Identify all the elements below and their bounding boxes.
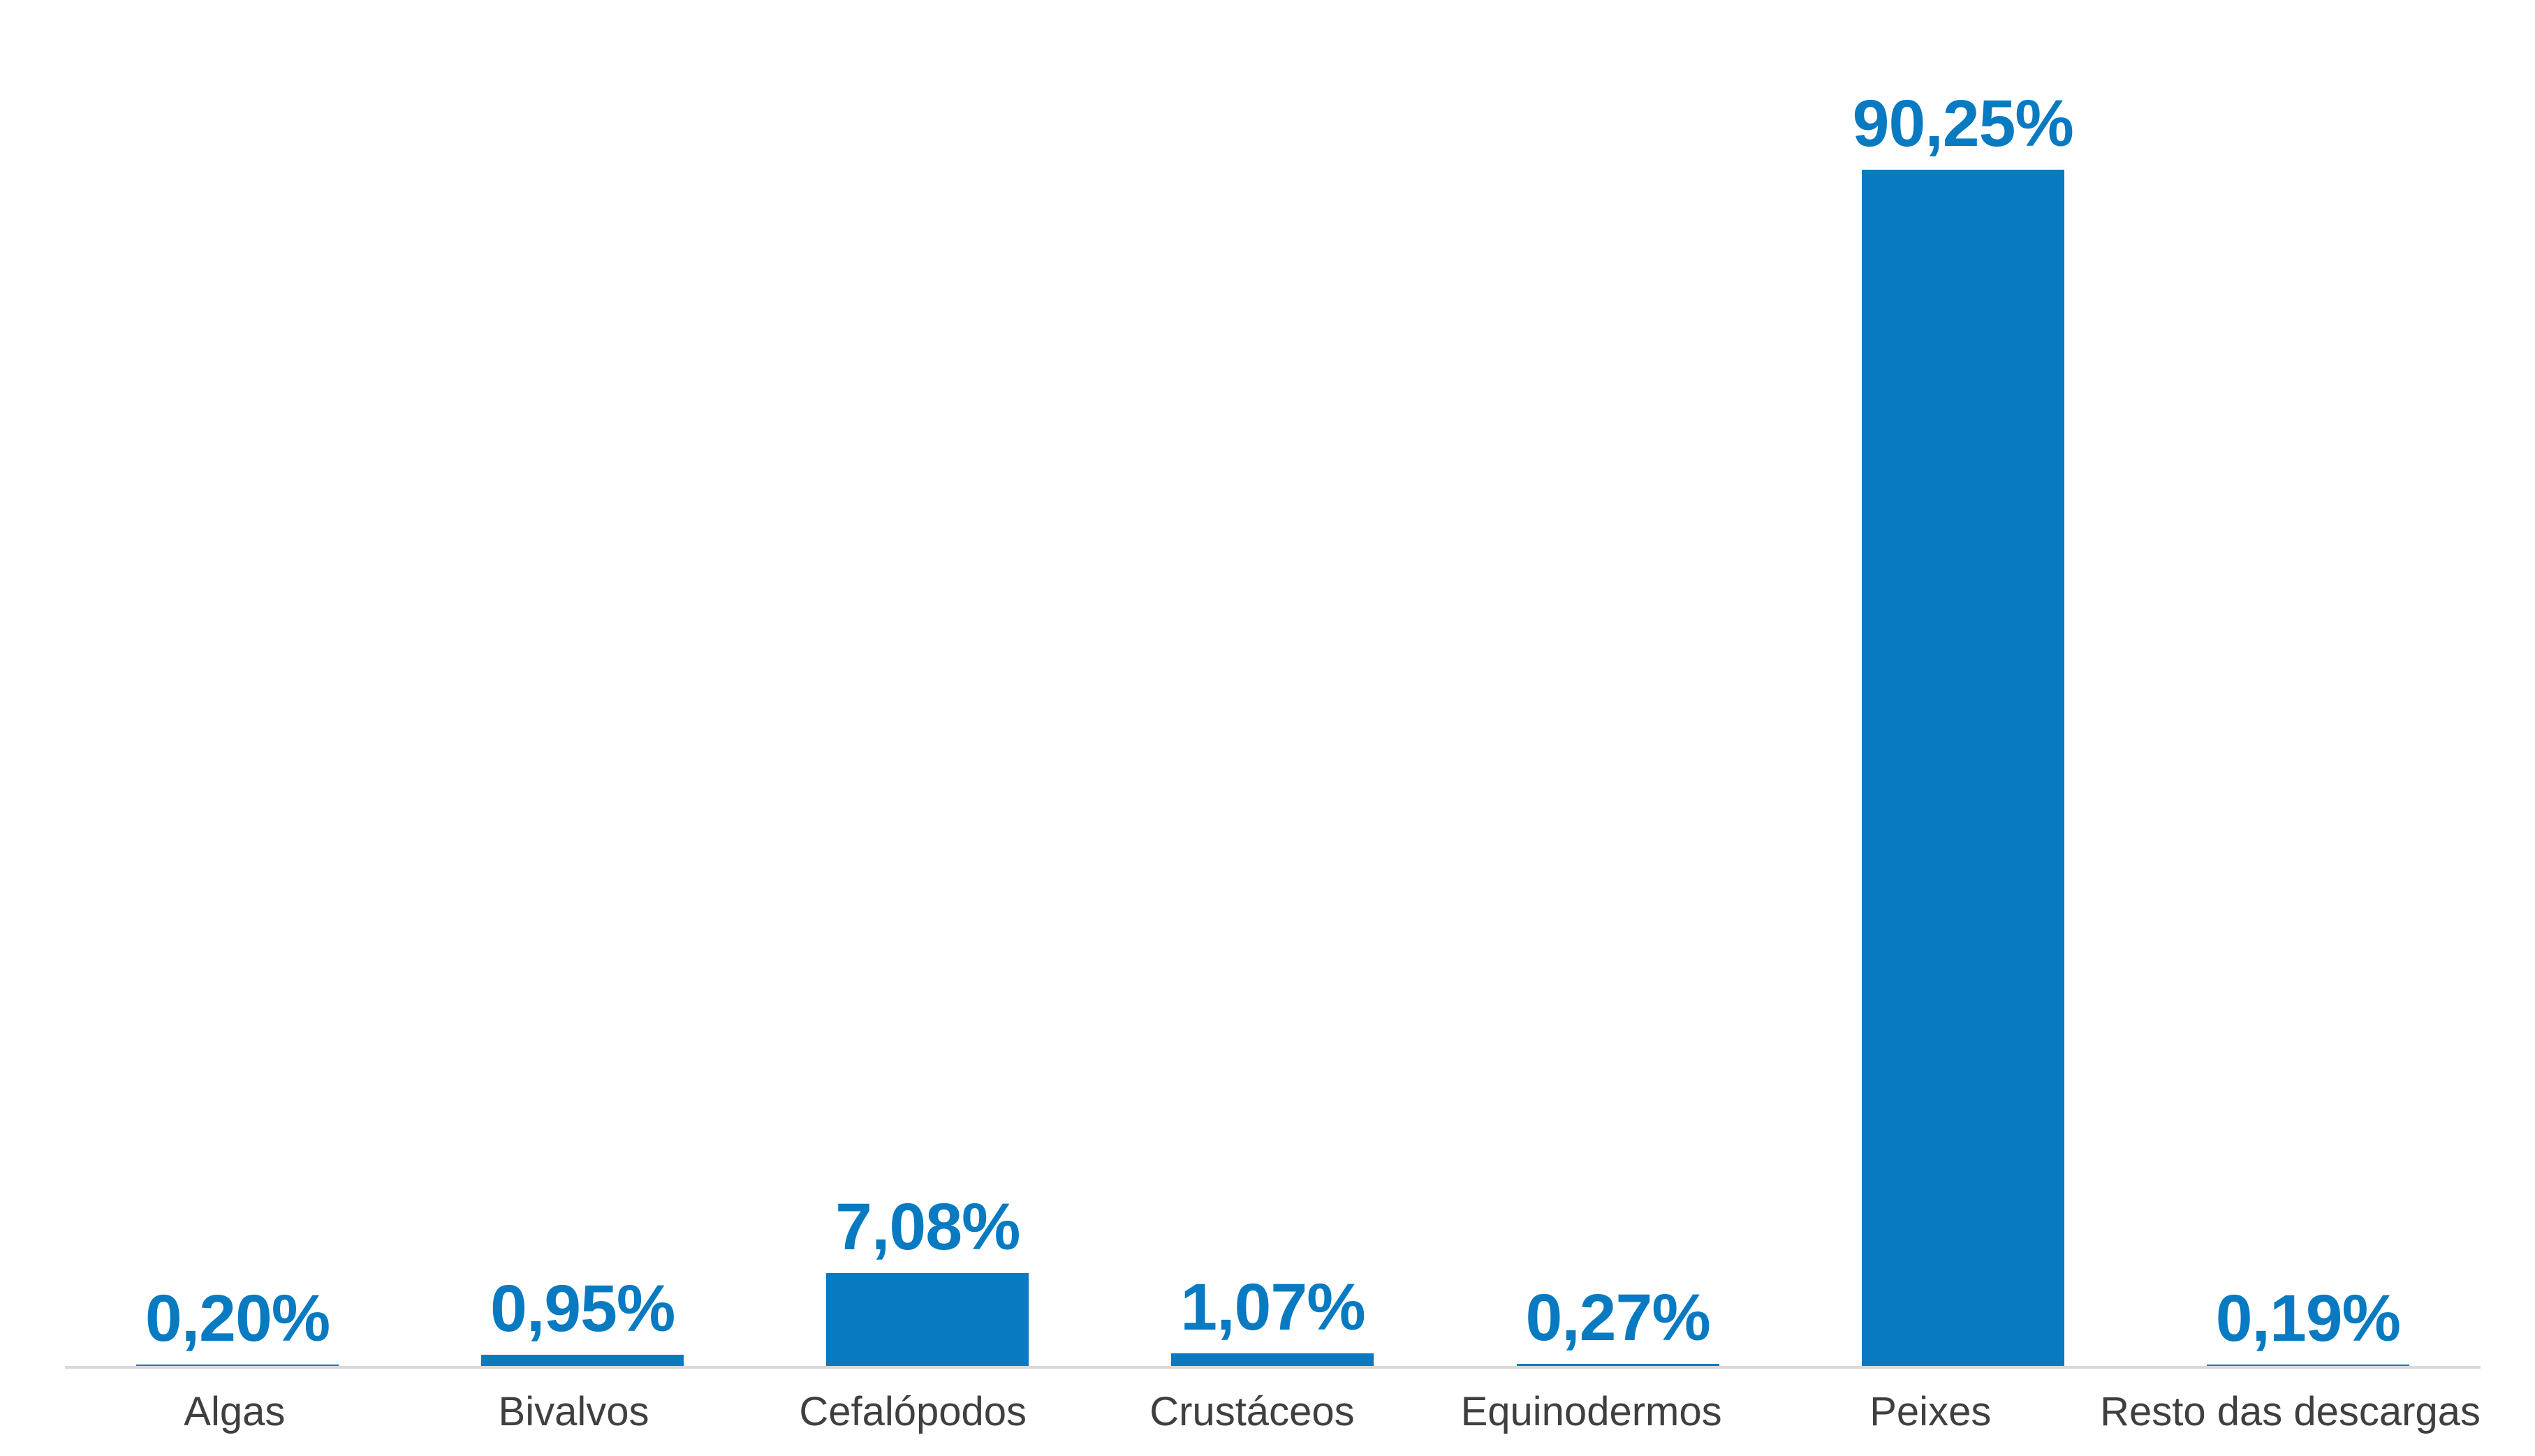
category-label: Peixes — [1869, 1389, 1992, 1434]
bar-column: 0,20% — [65, 0, 410, 1367]
bar-column: 7,08% — [755, 0, 1100, 1367]
category-axis: Algas Bivalvos Cefalópodos Crustáceos Eq… — [65, 1387, 2481, 1438]
category-label: Bivalvos — [498, 1389, 649, 1434]
bar-value-label: 0,27% — [1525, 1281, 1710, 1355]
category-label: Crustáceos — [1149, 1389, 1355, 1434]
bar-value-label: 0,19% — [2215, 1281, 2401, 1355]
bar-value-label: 1,07% — [1180, 1270, 1365, 1344]
bar-column: 1,07% — [1100, 0, 1445, 1367]
bar-value-label: 7,08% — [835, 1190, 1020, 1264]
bar[interactable] — [1861, 170, 2064, 1367]
category-label: Cefalópodos — [799, 1389, 1027, 1434]
bar-value-label: 0,20% — [145, 1281, 330, 1355]
bar[interactable] — [1171, 1353, 1374, 1367]
bar-column: 0,19% — [2136, 0, 2481, 1367]
x-axis-line — [65, 1366, 2481, 1369]
category-label: Equinodermos — [1460, 1389, 1722, 1434]
bar-column: 0,27% — [1446, 0, 1791, 1367]
category-label: Resto das descargas — [2100, 1389, 2481, 1434]
plot-area: 0,20% 0,95% 7,08% 1,07% 0,27% 90,25% 0,1… — [65, 0, 2481, 1367]
bar-column: 90,25% — [1791, 0, 2136, 1367]
bar-value-label: 90,25% — [1852, 87, 2074, 161]
bar-value-label: 0,95% — [490, 1272, 675, 1346]
bar[interactable] — [1516, 1364, 1719, 1367]
bar[interactable] — [481, 1355, 684, 1367]
category-label: Algas — [184, 1389, 286, 1434]
bar[interactable] — [826, 1273, 1029, 1367]
bar-column: 0,95% — [410, 0, 755, 1367]
